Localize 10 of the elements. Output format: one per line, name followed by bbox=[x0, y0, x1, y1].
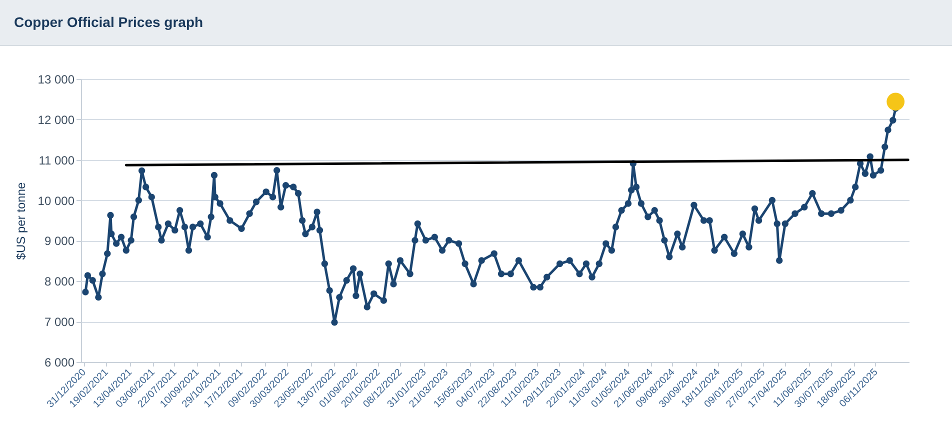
chart-title: Copper Official Prices graph bbox=[0, 0, 952, 46]
y-tick-label: 12 000 bbox=[38, 112, 75, 127]
y-tick-label: 7 000 bbox=[44, 315, 75, 330]
y-tick-label: 8 000 bbox=[44, 274, 75, 289]
y-tick-label: 13 000 bbox=[38, 72, 75, 86]
y-axis-title: $US per tonne bbox=[14, 182, 28, 260]
y-tick-label: 11 000 bbox=[38, 153, 75, 168]
y-tick-label: 10 000 bbox=[38, 194, 75, 208]
y-tick-label: 9 000 bbox=[44, 234, 75, 248]
y-tick-label: 6 000 bbox=[44, 356, 75, 370]
